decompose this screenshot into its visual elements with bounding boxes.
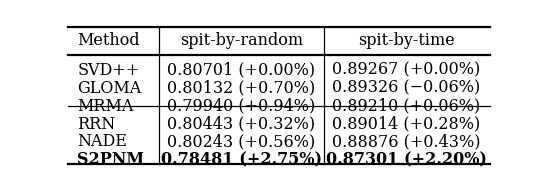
Text: 0.78481 (+2.75%): 0.78481 (+2.75%) — [161, 151, 322, 168]
Text: SVD++: SVD++ — [77, 62, 139, 79]
Text: spit-by-time: spit-by-time — [358, 32, 455, 49]
Text: NADE: NADE — [77, 133, 127, 150]
Text: 0.80443 (+0.32%): 0.80443 (+0.32%) — [167, 116, 316, 132]
Text: MRMA: MRMA — [77, 98, 134, 115]
Text: RRN: RRN — [77, 116, 115, 132]
Text: 0.87301 (+2.20%): 0.87301 (+2.20%) — [326, 151, 487, 168]
Text: S2PNM: S2PNM — [77, 151, 144, 168]
Text: 0.80132 (+0.70%): 0.80132 (+0.70%) — [167, 80, 316, 97]
Text: 0.88876 (+0.43%): 0.88876 (+0.43%) — [332, 133, 481, 150]
Text: 0.79940 (+0.94%): 0.79940 (+0.94%) — [167, 98, 316, 115]
Text: 0.89326 (−0.06%): 0.89326 (−0.06%) — [332, 80, 481, 97]
Text: 0.80701 (+0.00%): 0.80701 (+0.00%) — [167, 62, 316, 79]
Text: 0.89210 (+0.06%): 0.89210 (+0.06%) — [332, 98, 481, 115]
Text: spit-by-random: spit-by-random — [180, 32, 303, 49]
Text: 0.89014 (+0.28%): 0.89014 (+0.28%) — [332, 116, 481, 132]
Text: 0.89267 (+0.00%): 0.89267 (+0.00%) — [332, 62, 481, 79]
Text: GLOMA: GLOMA — [77, 80, 141, 97]
Text: 0.80243 (+0.56%): 0.80243 (+0.56%) — [167, 133, 316, 150]
Text: Method: Method — [77, 32, 140, 49]
